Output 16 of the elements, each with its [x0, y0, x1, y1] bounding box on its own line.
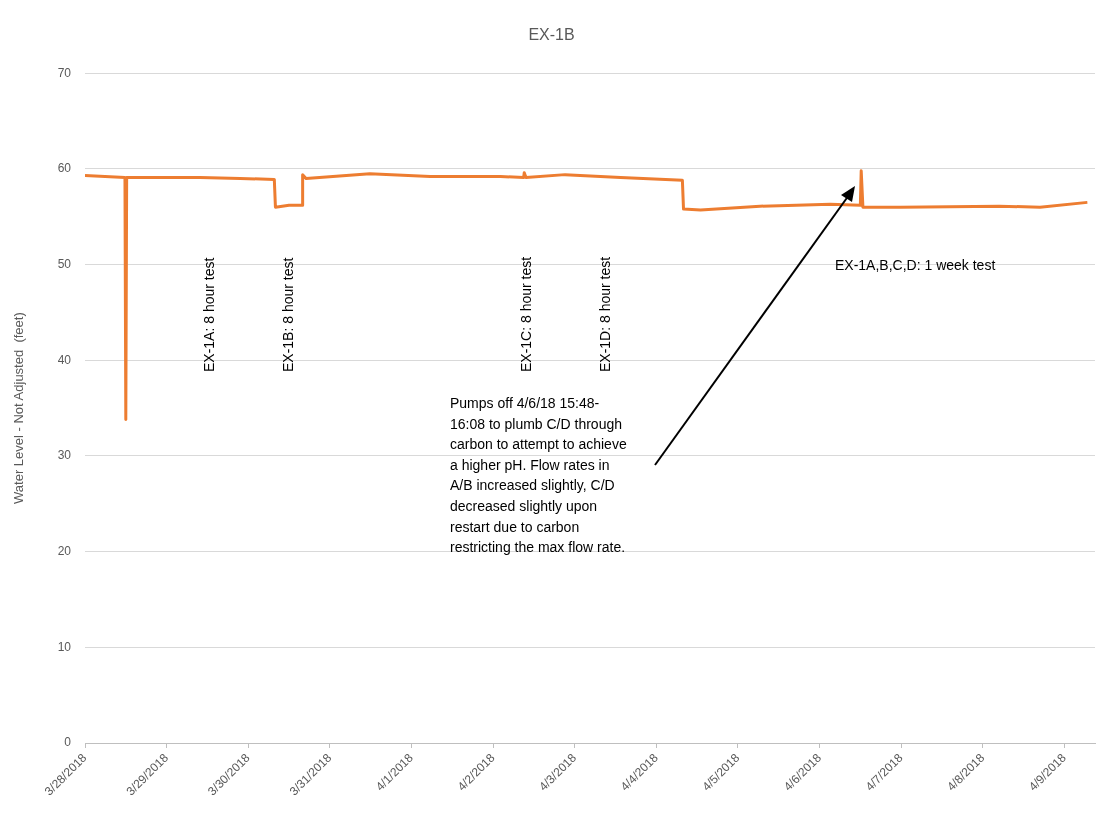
y-tick-label: 30 — [57, 448, 72, 463]
annotation: EX-1D: 8 hour test — [596, 256, 613, 372]
y-tick-label: 10 — [57, 639, 72, 654]
chart-title: EX-1B — [528, 26, 575, 44]
annotation: EX-1A: 8 hour test — [200, 257, 217, 372]
annotation: EX-1C: 8 hour test — [517, 256, 534, 372]
y-tick-label: 60 — [57, 161, 72, 176]
y-tick-label: 20 — [57, 543, 72, 558]
y-tick-label: 40 — [57, 352, 72, 367]
annotation: EX-1A,B,C,D: 1 week test — [835, 257, 996, 273]
y-tick-label: 0 — [64, 735, 72, 750]
annotation: EX-1B: 8 hour test — [279, 257, 296, 372]
y-tick-label: 70 — [57, 65, 72, 80]
y-axis-title: Water Level - Not Adjusted (feet) — [11, 312, 27, 504]
y-tick-label: 50 — [57, 256, 72, 271]
annotation: Pumps off 4/6/18 15:48-16:08 to plumb C/D through carbon to attempt to achieve a higher pH. Flow rates in A/B increased slightly, C/D decreased slightly upon restart due to carbon restricting the max flow rate. — [450, 394, 628, 558]
